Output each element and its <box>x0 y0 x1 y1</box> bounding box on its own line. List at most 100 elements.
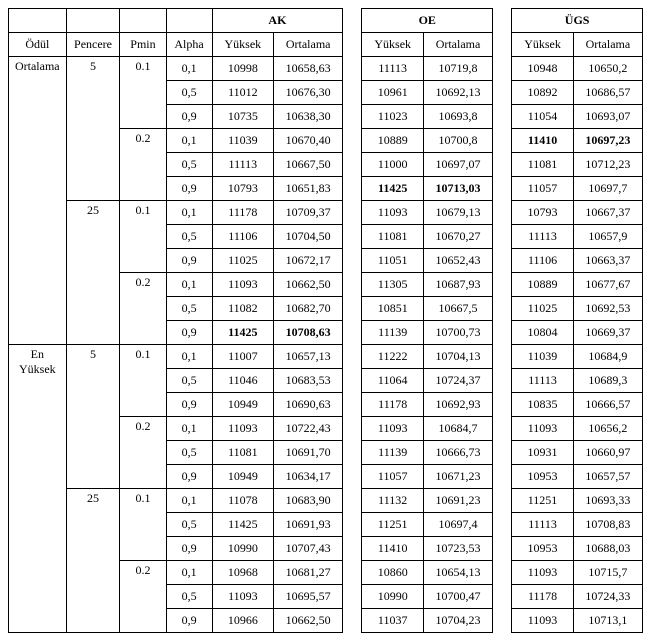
spacer-cell <box>343 585 362 609</box>
spacer-cell <box>343 249 362 273</box>
spacer-cell <box>493 57 512 81</box>
oe-ortalama: 10697,07 <box>423 153 492 177</box>
spacer-cell <box>493 81 512 105</box>
ak-ortalama: 10657,13 <box>274 345 343 369</box>
oe-yuksek: 11000 <box>362 153 423 177</box>
ugs-ortalama: 10693,07 <box>573 105 642 129</box>
oe-yuksek: 11064 <box>362 369 423 393</box>
ugs-yuksek: 10793 <box>512 201 573 225</box>
pmin-cell: 0.2 <box>120 561 166 633</box>
spacer-cell <box>493 129 512 153</box>
ugs-ortalama: 10688,03 <box>573 537 642 561</box>
pmin-cell: 0.1 <box>120 489 166 561</box>
spacer-cell <box>343 513 362 537</box>
pencere-cell: 5 <box>66 345 120 489</box>
alpha-cell: 0,1 <box>166 345 212 369</box>
oe-yuksek: 11410 <box>362 537 423 561</box>
ak-ortalama: 10681,27 <box>274 561 343 585</box>
ak-yuksek: 11078 <box>212 489 273 513</box>
alpha-cell: 0,1 <box>166 201 212 225</box>
ugs-ortalama: 10715,7 <box>573 561 642 585</box>
pmin-cell: 0.1 <box>120 201 166 273</box>
ak-ortalama: 10695,57 <box>274 585 343 609</box>
oe-yuksek: 10860 <box>362 561 423 585</box>
ugs-yuksek: 11081 <box>512 153 573 177</box>
oe-yuksek: 11425 <box>362 177 423 201</box>
oe-yuksek: 10990 <box>362 585 423 609</box>
ugs-ortalama: 10677,67 <box>573 273 642 297</box>
ugs-yuksek: 11054 <box>512 105 573 129</box>
ak-yuksek: 11093 <box>212 417 273 441</box>
oe-yuksek: 11305 <box>362 273 423 297</box>
pmin-cell: 0.1 <box>120 345 166 417</box>
ak-yuksek: 11093 <box>212 273 273 297</box>
hdr-oe-yuksek: Yüksek <box>362 33 423 57</box>
ugs-ortalama: 10666,57 <box>573 393 642 417</box>
ak-yuksek: 10949 <box>212 393 273 417</box>
oe-yuksek: 11222 <box>362 345 423 369</box>
pencere-cell: 25 <box>66 489 120 633</box>
ugs-yuksek: 11178 <box>512 585 573 609</box>
ugs-yuksek: 11106 <box>512 249 573 273</box>
group-header-row: AK OE ÜGS <box>9 9 643 33</box>
ugs-yuksek: 11057 <box>512 177 573 201</box>
pmin-cell: 0.1 <box>120 57 166 129</box>
ak-ortalama: 10638,30 <box>274 105 343 129</box>
spacer-cell <box>493 489 512 513</box>
oe-yuksek: 11113 <box>362 57 423 81</box>
oe-ortalama: 10652,43 <box>423 249 492 273</box>
alpha-cell: 0,5 <box>166 153 212 177</box>
ugs-yuksek: 10931 <box>512 441 573 465</box>
ugs-yuksek: 11410 <box>512 129 573 153</box>
ugs-yuksek: 10892 <box>512 81 573 105</box>
oe-yuksek: 11093 <box>362 417 423 441</box>
ugs-ortalama: 10697,23 <box>573 129 642 153</box>
alpha-cell: 0,9 <box>166 393 212 417</box>
ak-ortalama: 10690,63 <box>274 393 343 417</box>
ak-yuksek: 10998 <box>212 57 273 81</box>
spacer-cell <box>493 153 512 177</box>
spacer-cell <box>343 537 362 561</box>
ugs-ortalama: 10693,33 <box>573 489 642 513</box>
spacer-cell <box>493 465 512 489</box>
ak-yuksek: 10793 <box>212 177 273 201</box>
alpha-cell: 0,5 <box>166 369 212 393</box>
ugs-yuksek: 11093 <box>512 609 573 633</box>
ugs-ortalama: 10657,57 <box>573 465 642 489</box>
ak-yuksek: 11093 <box>212 585 273 609</box>
spacer-cell <box>343 465 362 489</box>
ak-yuksek: 11113 <box>212 153 273 177</box>
ugs-ortalama: 10660,97 <box>573 441 642 465</box>
oe-ortalama: 10692,13 <box>423 81 492 105</box>
alpha-cell: 0,1 <box>166 489 212 513</box>
ak-ortalama: 10708,63 <box>274 321 343 345</box>
oe-ortalama: 10684,7 <box>423 417 492 441</box>
oe-ortalama: 10704,23 <box>423 609 492 633</box>
hdr-odul: Ödül <box>9 33 67 57</box>
spacer-cell <box>493 561 512 585</box>
spacer-cell <box>343 273 362 297</box>
alpha-cell: 0,5 <box>166 225 212 249</box>
ak-yuksek: 11046 <box>212 369 273 393</box>
oe-yuksek: 11023 <box>362 105 423 129</box>
spacer-cell <box>343 225 362 249</box>
ugs-ortalama: 10667,37 <box>573 201 642 225</box>
spacer-cell <box>493 105 512 129</box>
ak-yuksek: 11012 <box>212 81 273 105</box>
ugs-yuksek: 10953 <box>512 537 573 561</box>
ak-ortalama: 10667,50 <box>274 153 343 177</box>
ak-ortalama: 10722,43 <box>274 417 343 441</box>
ugs-yuksek: 11039 <box>512 345 573 369</box>
ugs-yuksek: 11113 <box>512 513 573 537</box>
group-ak: AK <box>212 9 343 33</box>
spacer-cell <box>343 297 362 321</box>
ugs-ortalama: 10724,33 <box>573 585 642 609</box>
pmin-cell: 0.2 <box>120 129 166 201</box>
spacer-cell <box>493 537 512 561</box>
oe-ortalama: 10691,23 <box>423 489 492 513</box>
ak-ortalama: 10691,70 <box>274 441 343 465</box>
ak-yuksek: 11039 <box>212 129 273 153</box>
spacer-cell <box>343 561 362 585</box>
ak-ortalama: 10709,37 <box>274 201 343 225</box>
ugs-ortalama: 10669,37 <box>573 321 642 345</box>
